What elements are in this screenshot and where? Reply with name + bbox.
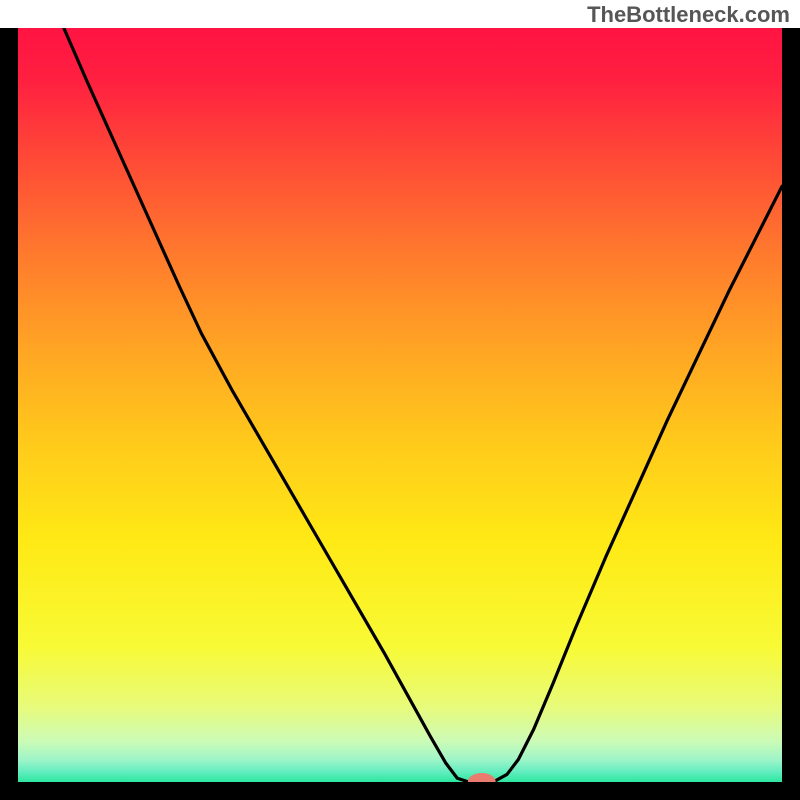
watermark-text: TheBottleneck.com [587, 2, 790, 27]
bottleneck-chart: TheBottleneck.com [0, 0, 800, 800]
plot-background [18, 28, 782, 782]
